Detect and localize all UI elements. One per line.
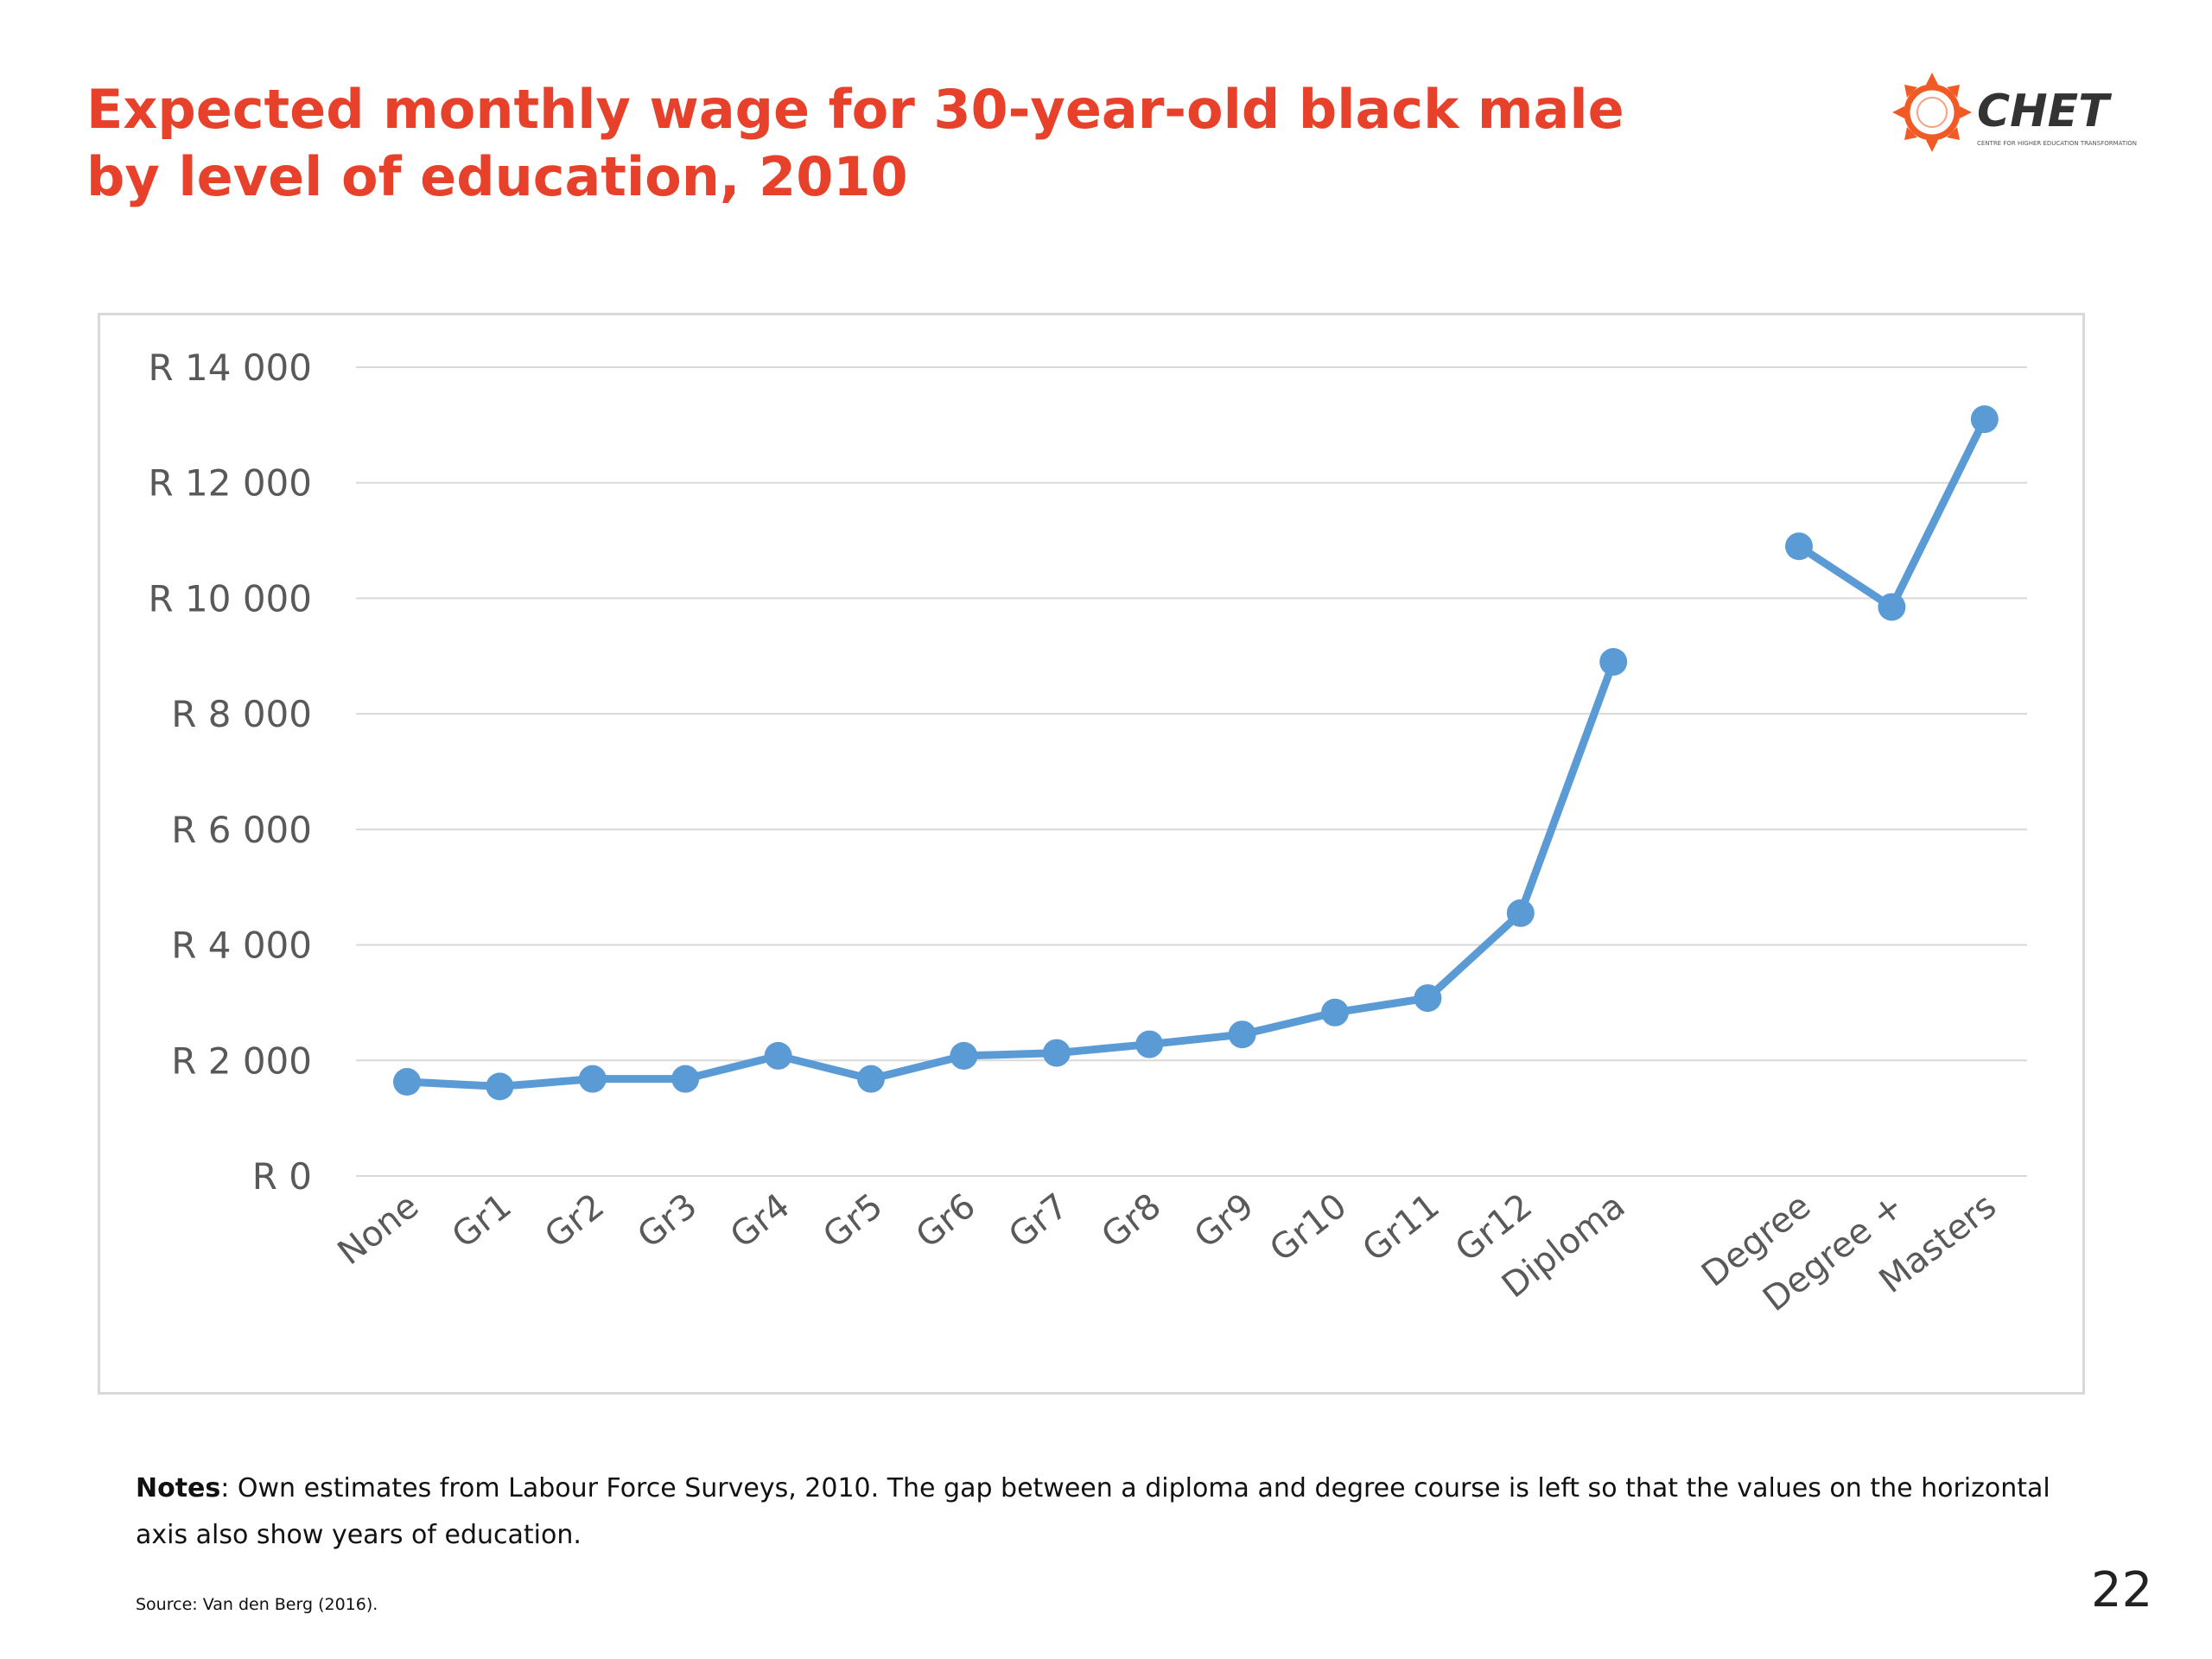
data-point bbox=[1228, 1020, 1256, 1049]
data-point bbox=[1321, 998, 1349, 1027]
sun-gear-icon bbox=[1892, 73, 1972, 152]
data-point bbox=[1878, 593, 1906, 621]
slide-title: Expected monthly wage for 30-year-old bl… bbox=[86, 76, 1728, 211]
y-tick-label: R 4 000 bbox=[171, 925, 312, 967]
y-tick-label: R 14 000 bbox=[149, 346, 313, 389]
data-point bbox=[950, 1041, 978, 1070]
series-line bbox=[403, 658, 1618, 1090]
x-tick-label: Gr3 bbox=[631, 1186, 705, 1256]
data-point bbox=[1135, 1030, 1164, 1058]
data-point bbox=[764, 1041, 792, 1070]
data-point bbox=[1599, 647, 1628, 676]
x-tick-label: Gr5 bbox=[816, 1186, 890, 1256]
data-point bbox=[1414, 984, 1442, 1013]
source-citation: Source: Van den Berg (2016). bbox=[136, 1595, 378, 1614]
title-line-1: Expected monthly wage for 30-year-old bl… bbox=[86, 78, 1624, 141]
data-point bbox=[1506, 899, 1535, 927]
x-tick-label: Gr7 bbox=[1001, 1186, 1076, 1256]
x-tick-label: Gr6 bbox=[909, 1186, 983, 1256]
data-point bbox=[486, 1072, 514, 1101]
x-tick-label: None bbox=[331, 1186, 427, 1273]
wage-line-chart: R 0 R 2 000 R 4 000 R 6 000 R 8 000 R 10 000 R… bbox=[149, 346, 2027, 1319]
x-tick-label: Gr10 bbox=[1262, 1186, 1354, 1270]
page-number: 22 bbox=[2091, 1562, 2153, 1618]
x-tick-label: Gr2 bbox=[537, 1186, 612, 1256]
y-tick-label: R 2 000 bbox=[171, 1039, 312, 1082]
data-point bbox=[1970, 405, 1999, 434]
data-point bbox=[1042, 1039, 1071, 1067]
y-tick-label: R 0 bbox=[252, 1155, 312, 1198]
chet-logo: CHET CENTRE FOR HIGHER EDUCATION TRANSFO… bbox=[1892, 73, 2137, 152]
data-point bbox=[578, 1065, 607, 1093]
logo-name: CHET bbox=[1977, 86, 2112, 137]
title-line-2: by level of education, 2010 bbox=[86, 145, 908, 208]
y-tick-label: R 10 000 bbox=[149, 577, 313, 620]
data-point bbox=[857, 1065, 885, 1093]
data-point bbox=[671, 1065, 700, 1093]
notes: Notes: Own estimates from Labour Force S… bbox=[136, 1465, 2080, 1559]
x-tick-label: Gr8 bbox=[1095, 1186, 1169, 1256]
x-tick-label: Gr11 bbox=[1356, 1186, 1447, 1270]
x-tick-label: Gr9 bbox=[1187, 1186, 1262, 1256]
series-line bbox=[1795, 415, 1989, 611]
logo-subtitle: CENTRE FOR HIGHER EDUCATION TRANSFORMATI… bbox=[1977, 140, 2137, 147]
y-tick-label: R 6 000 bbox=[171, 809, 312, 851]
x-tick-label: Gr1 bbox=[445, 1186, 519, 1256]
x-tick-label: Gr4 bbox=[723, 1186, 798, 1256]
notes-label: Notes bbox=[136, 1473, 221, 1503]
y-tick-label: R 8 000 bbox=[171, 693, 312, 735]
data-point bbox=[393, 1068, 421, 1096]
chart-frame: R 0 R 2 000 R 4 000 R 6 000 R 8 000 R 10 000 R… bbox=[98, 313, 2085, 1395]
notes-text: : Own estimates from Labour Force Survey… bbox=[136, 1473, 2050, 1550]
data-point bbox=[1785, 532, 1813, 561]
y-tick-label: R 12 000 bbox=[149, 462, 313, 505]
